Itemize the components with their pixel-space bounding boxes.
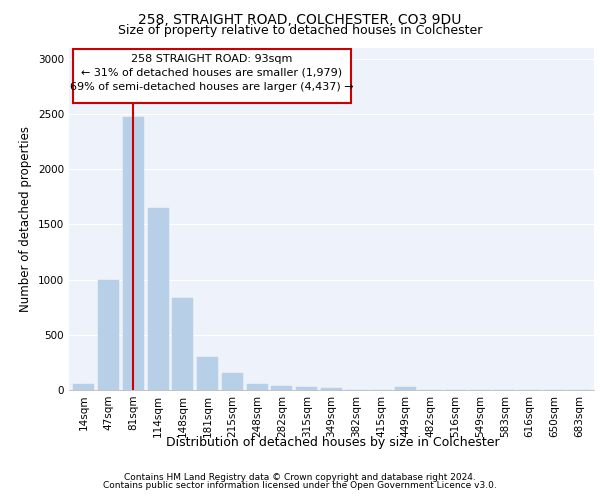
Bar xyxy=(73,384,94,390)
Bar xyxy=(123,117,144,390)
Bar xyxy=(296,386,317,390)
Text: 258 STRAIGHT ROAD: 93sqm: 258 STRAIGHT ROAD: 93sqm xyxy=(131,54,293,64)
Bar xyxy=(98,280,119,390)
Bar xyxy=(247,384,268,390)
Text: 69% of semi-detached houses are larger (4,437) →: 69% of semi-detached houses are larger (… xyxy=(70,82,354,92)
Bar xyxy=(172,298,193,390)
Bar xyxy=(395,387,416,390)
FancyBboxPatch shape xyxy=(73,48,352,102)
Text: Contains public sector information licensed under the Open Government Licence v3: Contains public sector information licen… xyxy=(103,482,497,490)
Y-axis label: Number of detached properties: Number of detached properties xyxy=(19,126,32,312)
Text: 258, STRAIGHT ROAD, COLCHESTER, CO3 9DU: 258, STRAIGHT ROAD, COLCHESTER, CO3 9DU xyxy=(139,12,461,26)
Bar xyxy=(148,208,169,390)
Text: Distribution of detached houses by size in Colchester: Distribution of detached houses by size … xyxy=(166,436,500,449)
Bar xyxy=(197,357,218,390)
Text: ← 31% of detached houses are smaller (1,979): ← 31% of detached houses are smaller (1,… xyxy=(82,68,343,78)
Text: Contains HM Land Registry data © Crown copyright and database right 2024.: Contains HM Land Registry data © Crown c… xyxy=(124,473,476,482)
Bar xyxy=(321,388,342,390)
Bar xyxy=(222,374,243,390)
Text: Size of property relative to detached houses in Colchester: Size of property relative to detached ho… xyxy=(118,24,482,37)
Bar xyxy=(271,386,292,390)
